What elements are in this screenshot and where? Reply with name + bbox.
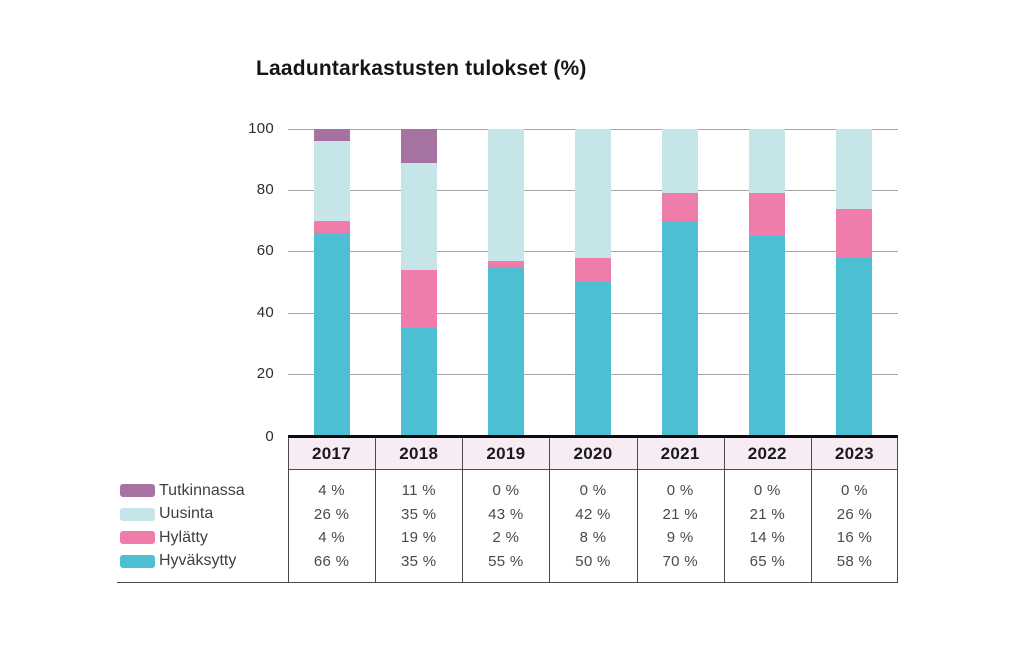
value-tutkinnassa-2018: 11 %	[401, 482, 436, 500]
value-uusinta-2017: 26 %	[313, 505, 350, 523]
legend-item-hyvaksytty: Hyväksytty	[117, 550, 288, 574]
year-header-2020: 2020	[573, 443, 613, 463]
value-hyvaksytty-2017: 66 %	[313, 552, 350, 570]
value-uusinta-2022: 21 %	[749, 505, 785, 523]
bar-segment-hyvaksytty	[575, 282, 611, 435]
y-axis-tick-60: 60	[256, 242, 274, 260]
value-tutkinnassa-2021: 0 %	[666, 482, 694, 500]
bar-2019	[487, 129, 524, 435]
bar-segment-hylatty	[749, 193, 786, 237]
legend-label-tutkinnassa: Tutkinnassa	[159, 481, 245, 499]
legend-swatch-hyvaksytty	[120, 554, 155, 568]
bar-2021	[662, 129, 699, 435]
value-tutkinnassa-2020: 0 %	[579, 482, 607, 500]
bar-segment-hylatty	[662, 193, 699, 221]
value-uusinta-2019: 43 %	[488, 505, 524, 523]
y-axis-tick-20: 20	[256, 364, 274, 382]
value-uusinta-2018: 35 %	[401, 505, 437, 523]
table-column-divider	[636, 438, 638, 582]
year-header-2019: 2019	[486, 443, 526, 463]
bar-2022	[749, 129, 786, 435]
legend-swatch-tutkinnassa	[120, 484, 155, 498]
bar-segment-hyvaksytty	[487, 266, 524, 435]
bar-segment-hyvaksytty	[749, 236, 786, 435]
legend-label-hyvaksytty: Hyväksytty	[159, 552, 237, 570]
data-table: Tutkinnassa Uusinta Hylätty Hyväksytty 2017…	[117, 438, 898, 583]
year-header-2018: 2018	[399, 443, 439, 463]
value-hylatty-2018: 19 %	[401, 529, 437, 547]
value-uusinta-2021: 21 %	[662, 505, 698, 523]
value-hylatty-2017: 4 %	[318, 529, 345, 547]
value-hyvaksytty-2022: 65 %	[749, 552, 785, 570]
y-axis-tick-100: 100	[248, 120, 274, 137]
value-hyvaksytty-2019: 55 %	[488, 552, 524, 570]
bar-segment-uusinta	[313, 141, 350, 221]
value-hyvaksytty-2020: 50 %	[575, 552, 611, 570]
bar-segment-uusinta	[487, 129, 524, 261]
legend-swatch-uusinta	[120, 507, 155, 521]
value-hyvaksytty-2023: 58 %	[836, 552, 873, 570]
bar-segment-hylatty	[313, 220, 350, 234]
table-column-divider	[375, 438, 377, 582]
legend: Tutkinnassa Uusinta Hylätty Hyväksytty	[117, 470, 288, 582]
value-tutkinnassa-2023: 0 %	[841, 482, 868, 500]
table-column-divider	[810, 438, 812, 582]
chart-title: Laaduntarkastusten tulokset (%)	[256, 57, 587, 80]
bar-2017	[313, 129, 350, 435]
bar-segment-hyvaksytty	[313, 233, 350, 435]
value-uusinta-2023: 26 %	[836, 505, 873, 523]
bar-segment-tutkinnassa	[313, 129, 350, 142]
table-column-divider	[462, 438, 464, 582]
legend-item-tutkinnassa: Tutkinnassa	[117, 479, 288, 503]
y-axis-tick-80: 80	[256, 181, 274, 199]
table-values: 4 % 11 % 0 % 0 % 0 % 0 % 0 % 26 % 35 % 43 % 42 % 21…	[288, 479, 898, 573]
year-header-2017: 2017	[312, 443, 352, 463]
year-header-2023: 2023	[834, 443, 874, 463]
bar-segment-uusinta	[836, 129, 873, 209]
legend-item-uusinta: Uusinta	[117, 503, 288, 527]
value-hylatty-2020: 8 %	[579, 529, 607, 547]
value-tutkinnassa-2019: 0 %	[492, 482, 520, 500]
year-columns: 2017 2018 2019 2020 2021 2022 2023 4 % 11 % 0 % 0…	[288, 438, 898, 582]
value-hylatty-2022: 14 %	[749, 529, 785, 547]
value-hylatty-2019: 2 %	[492, 529, 520, 547]
table-column-divider	[897, 438, 898, 582]
bar-segment-hyvaksytty	[662, 220, 699, 435]
y-axis-tick-0: 0	[265, 427, 274, 445]
legend-item-hylatty: Hylätty	[117, 526, 288, 550]
table-column-divider	[549, 438, 551, 582]
bar-segment-hyvaksytty	[400, 327, 437, 435]
bar-segment-hylatty	[836, 208, 873, 258]
bar-2018	[400, 129, 437, 435]
value-tutkinnassa-2017: 4 %	[318, 482, 345, 500]
bar-2023	[836, 129, 873, 435]
value-uusinta-2020: 42 %	[575, 505, 611, 523]
bar-segment-uusinta	[575, 129, 611, 258]
bar-segment-tutkinnassa	[400, 129, 437, 163]
legend-label-uusinta: Uusinta	[159, 505, 214, 523]
bar-segment-uusinta	[749, 129, 786, 194]
bar-segment-uusinta	[662, 129, 699, 194]
bar-segment-hylatty	[575, 257, 611, 282]
legend-swatch-hylatty	[120, 531, 155, 545]
value-hyvaksytty-2021: 70 %	[662, 552, 698, 570]
table-column-divider	[288, 438, 289, 582]
value-tutkinnassa-2022: 0 %	[753, 482, 781, 500]
bar-segment-hylatty	[487, 260, 524, 267]
y-axis-tick-40: 40	[256, 303, 274, 321]
value-hyvaksytty-2018: 35 %	[401, 552, 437, 570]
plot-area	[288, 129, 898, 438]
table-column-divider	[723, 438, 725, 582]
bar-segment-hylatty	[400, 269, 437, 328]
table-header-row: 2017 2018 2019 2020 2021 2022 2023	[288, 438, 898, 470]
value-hylatty-2021: 9 %	[666, 529, 694, 547]
legend-label-hylatty: Hylätty	[159, 528, 208, 546]
year-header-2022: 2022	[747, 443, 787, 463]
bar-segment-uusinta	[400, 162, 437, 270]
year-header-2021: 2021	[660, 443, 700, 463]
value-hylatty-2023: 16 %	[836, 529, 873, 547]
bar-2020	[575, 129, 611, 435]
bar-segment-hyvaksytty	[836, 257, 873, 435]
